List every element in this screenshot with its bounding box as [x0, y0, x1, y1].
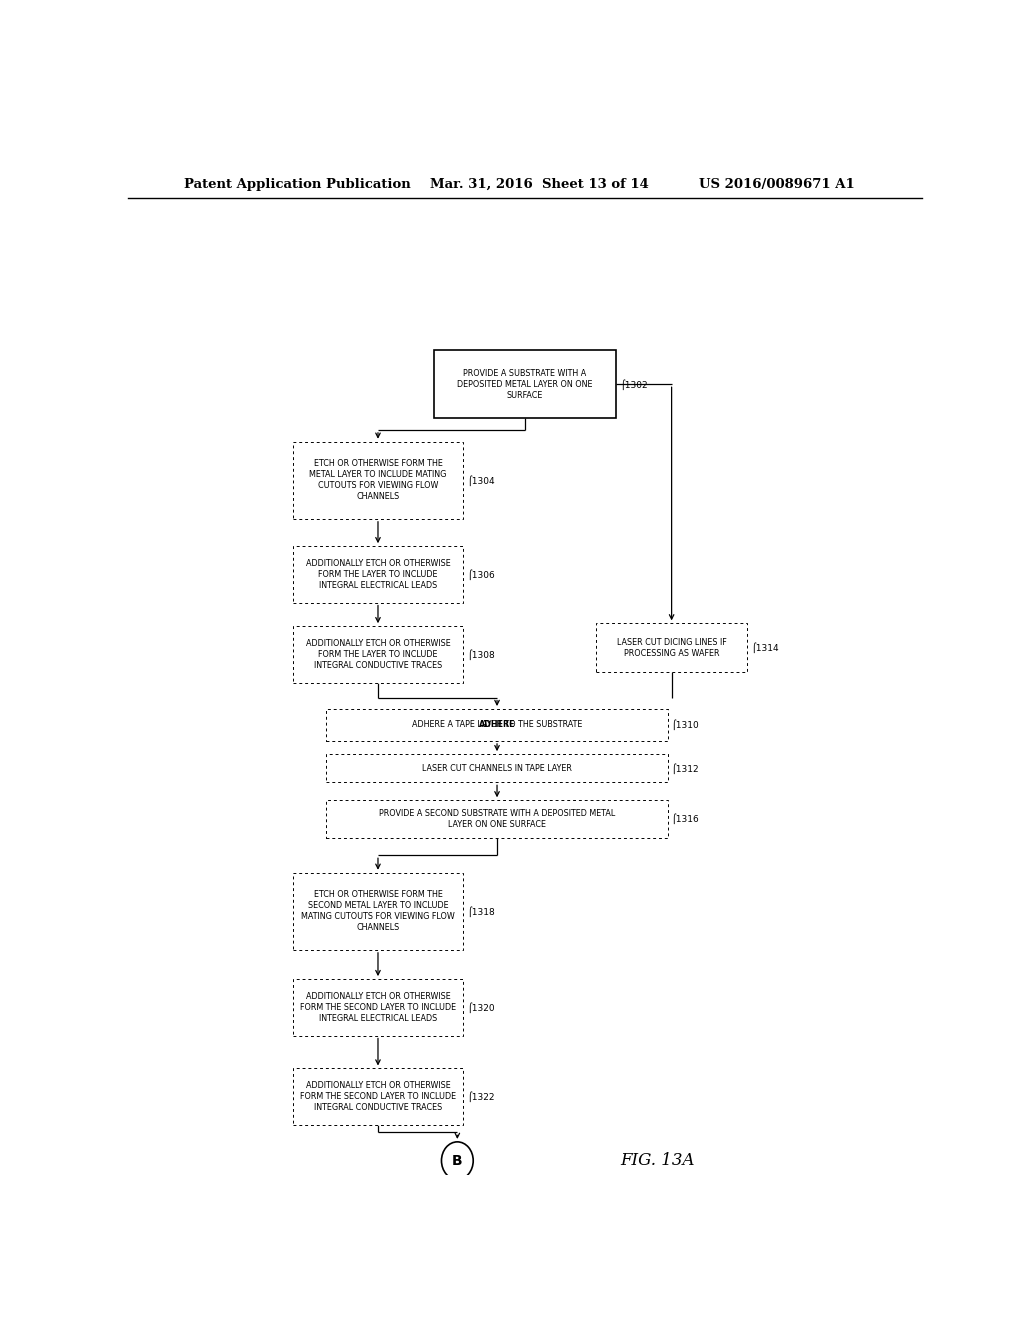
FancyBboxPatch shape: [293, 1068, 463, 1125]
Text: ⌠1302: ⌠1302: [620, 379, 647, 389]
Text: B: B: [452, 1154, 463, 1168]
Text: ⌠1312: ⌠1312: [672, 763, 699, 774]
Text: PROVIDE A SECOND SUBSTRATE WITH A DEPOSITED METAL
LAYER ON ONE SURFACE: PROVIDE A SECOND SUBSTRATE WITH A DEPOSI…: [379, 809, 615, 829]
Text: US 2016/0089671 A1: US 2016/0089671 A1: [699, 178, 855, 191]
FancyBboxPatch shape: [327, 800, 668, 838]
FancyBboxPatch shape: [327, 754, 668, 783]
Text: ⌠1314: ⌠1314: [751, 643, 778, 653]
Text: PROVIDE A SUBSTRATE WITH A
DEPOSITED METAL LAYER ON ONE
SURFACE: PROVIDE A SUBSTRATE WITH A DEPOSITED MET…: [457, 368, 593, 400]
FancyBboxPatch shape: [433, 350, 616, 418]
FancyBboxPatch shape: [293, 873, 463, 950]
Circle shape: [441, 1142, 473, 1180]
Text: ADHERE: ADHERE: [479, 721, 515, 730]
Text: LASER CUT DICING LINES IF
PROCESSING AS WAFER: LASER CUT DICING LINES IF PROCESSING AS …: [616, 638, 726, 657]
Text: ETCH OR OTHERWISE FORM THE
METAL LAYER TO INCLUDE MATING
CUTOUTS FOR VIEWING FLO: ETCH OR OTHERWISE FORM THE METAL LAYER T…: [309, 459, 446, 502]
FancyBboxPatch shape: [293, 546, 463, 603]
Text: Mar. 31, 2016  Sheet 13 of 14: Mar. 31, 2016 Sheet 13 of 14: [430, 178, 648, 191]
Text: ETCH OR OTHERWISE FORM THE
SECOND METAL LAYER TO INCLUDE
MATING CUTOUTS FOR VIEW: ETCH OR OTHERWISE FORM THE SECOND METAL …: [301, 890, 455, 932]
Text: ⌠1320: ⌠1320: [467, 1002, 495, 1012]
FancyBboxPatch shape: [293, 979, 463, 1035]
Text: ⌠1308: ⌠1308: [467, 649, 495, 660]
Text: ⌠1304: ⌠1304: [467, 475, 495, 486]
Text: FIG. 13A: FIG. 13A: [620, 1152, 694, 1170]
Text: ⌠1316: ⌠1316: [672, 813, 699, 825]
FancyBboxPatch shape: [293, 626, 463, 682]
FancyBboxPatch shape: [327, 709, 668, 741]
Text: ⌠1310: ⌠1310: [672, 719, 699, 730]
FancyBboxPatch shape: [293, 442, 463, 519]
Text: ADDITIONALLY ETCH OR OTHERWISE
FORM THE SECOND LAYER TO INCLUDE
INTEGRAL ELECTRI: ADDITIONALLY ETCH OR OTHERWISE FORM THE …: [300, 991, 456, 1023]
Text: ADDITIONALLY ETCH OR OTHERWISE
FORM THE LAYER TO INCLUDE
INTEGRAL ELECTRICAL LEA: ADDITIONALLY ETCH OR OTHERWISE FORM THE …: [305, 558, 451, 590]
Text: ⌠1306: ⌠1306: [467, 569, 495, 579]
Text: ⌠1318: ⌠1318: [467, 906, 495, 916]
Text: ⌠1322: ⌠1322: [467, 1092, 495, 1102]
Text: ADHERE A TAPE LAYER TO THE SUBSTRATE: ADHERE A TAPE LAYER TO THE SUBSTRATE: [412, 721, 583, 730]
FancyBboxPatch shape: [596, 623, 748, 672]
Text: ADDITIONALLY ETCH OR OTHERWISE
FORM THE LAYER TO INCLUDE
INTEGRAL CONDUCTIVE TRA: ADDITIONALLY ETCH OR OTHERWISE FORM THE …: [305, 639, 451, 671]
Text: Patent Application Publication: Patent Application Publication: [183, 178, 411, 191]
Text: ADDITIONALLY ETCH OR OTHERWISE
FORM THE SECOND LAYER TO INCLUDE
INTEGRAL CONDUCT: ADDITIONALLY ETCH OR OTHERWISE FORM THE …: [300, 1081, 456, 1113]
Text: LASER CUT CHANNELS IN TAPE LAYER: LASER CUT CHANNELS IN TAPE LAYER: [422, 764, 572, 772]
